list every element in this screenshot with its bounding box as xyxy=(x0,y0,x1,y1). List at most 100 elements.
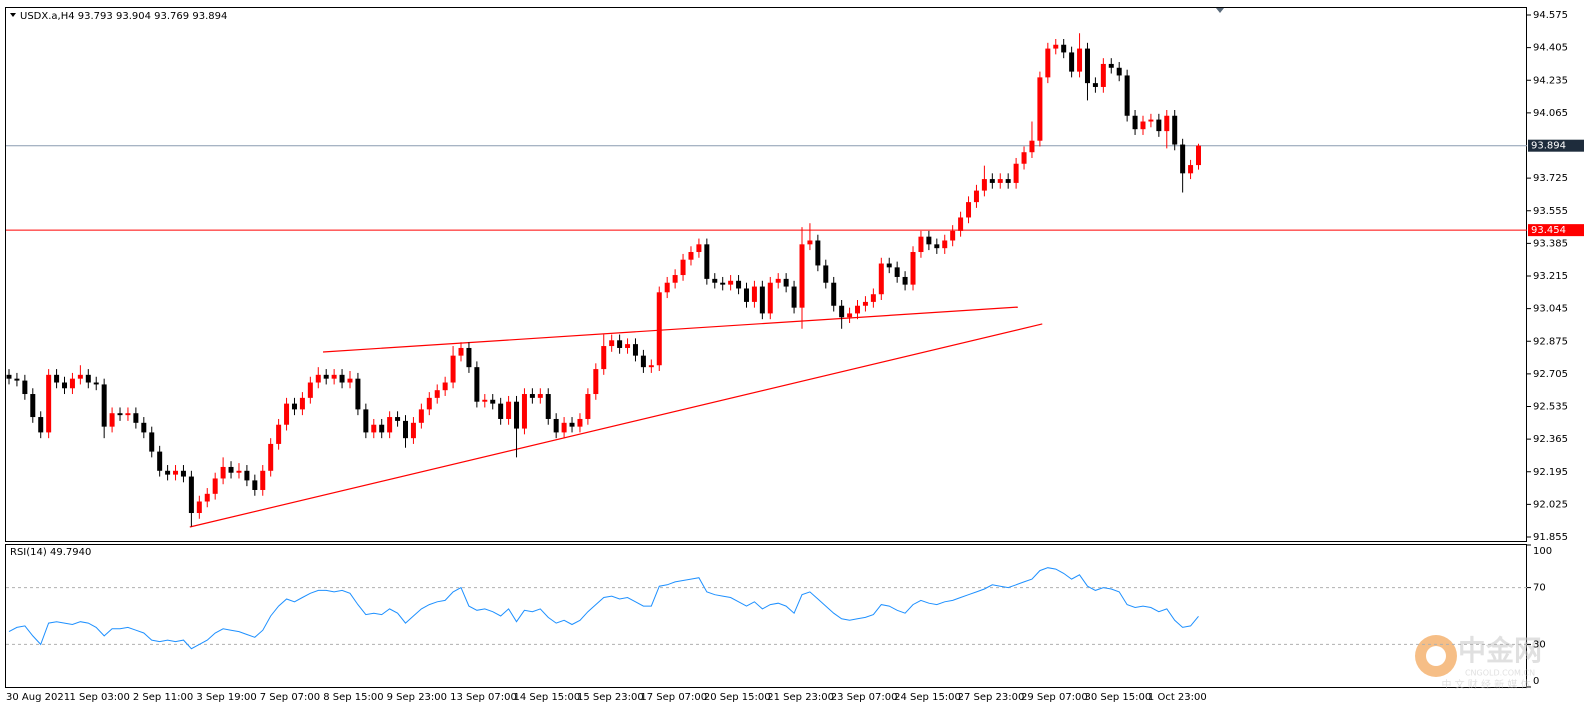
candle-body xyxy=(1140,121,1146,130)
candle-body xyxy=(894,267,900,277)
watermark: 中金网 CNGOLD.COM.CN 中 文 财 经 新 媒 体 xyxy=(1415,634,1542,691)
y-tick-label: 93.045 xyxy=(1533,304,1568,315)
candle-body xyxy=(46,374,52,433)
candle-body xyxy=(173,470,179,475)
x-tick-label: 15 Sep 23:00 xyxy=(577,692,644,703)
y-tick-label: 92.365 xyxy=(1533,434,1568,445)
candle-body xyxy=(220,466,226,479)
candle-body xyxy=(870,294,876,302)
candle-body xyxy=(640,355,646,368)
candle-body xyxy=(410,422,416,439)
candle-body xyxy=(981,179,987,191)
candle-body xyxy=(363,409,369,433)
watermark-brand: 中金网 xyxy=(1458,634,1542,667)
candle-body xyxy=(426,397,432,410)
price-label: 93.894 xyxy=(1531,141,1566,152)
candle-body xyxy=(712,278,718,283)
candle-body xyxy=(474,367,480,402)
candle-body xyxy=(165,470,171,475)
candle-body xyxy=(648,365,654,368)
candle-body xyxy=(609,340,615,347)
candle-body xyxy=(672,275,678,283)
candle-body xyxy=(625,344,631,348)
candle-body xyxy=(403,420,408,439)
candle-body xyxy=(569,422,575,427)
candle-body xyxy=(855,305,861,314)
candle-body xyxy=(339,374,345,383)
y-tick-label: 92.025 xyxy=(1533,499,1568,510)
candle-body xyxy=(736,280,742,289)
rsi-tick-label: 0 xyxy=(1533,676,1539,687)
candle-body xyxy=(521,394,527,429)
candle-body xyxy=(77,374,83,379)
candle-body xyxy=(133,413,139,423)
candle-body xyxy=(38,417,44,433)
candle-body xyxy=(109,413,115,427)
candle-body xyxy=(323,374,329,379)
candle-body xyxy=(371,424,377,433)
trend-line xyxy=(189,323,1043,528)
candle-body xyxy=(537,394,543,398)
candle-body xyxy=(291,403,297,410)
menu-arrow xyxy=(10,13,16,17)
candle-body xyxy=(1021,152,1027,164)
candle-body xyxy=(553,418,559,433)
x-tick-label: 30 Aug 2021 xyxy=(6,692,70,703)
candle-body xyxy=(759,286,765,314)
x-tick-label: 1 Sep 03:00 xyxy=(69,692,129,703)
candle-body xyxy=(720,282,726,285)
candle-body xyxy=(355,378,361,410)
candle-body xyxy=(910,252,916,285)
candle-body xyxy=(1100,63,1106,87)
candle-body xyxy=(482,399,488,402)
candle-body xyxy=(1005,179,1011,183)
candle-body xyxy=(1045,48,1051,78)
candle-body xyxy=(918,236,924,253)
candle-body xyxy=(997,179,1003,183)
candle-body xyxy=(1108,63,1114,68)
candle-body xyxy=(767,282,773,314)
shift-marker xyxy=(1216,8,1224,13)
candle-body xyxy=(831,282,837,306)
candle-body xyxy=(799,244,805,308)
candle-body xyxy=(188,476,194,514)
rsi-value: 49.7940 xyxy=(50,547,91,558)
candle-body xyxy=(506,401,512,419)
watermark-slogan: 中 文 财 经 新 媒 体 xyxy=(1441,678,1530,691)
candle-body xyxy=(696,244,702,253)
candle-body xyxy=(743,288,749,302)
candle-body xyxy=(751,286,757,302)
candle-body xyxy=(236,470,242,473)
candle-body xyxy=(1037,77,1043,141)
candle-body xyxy=(847,313,853,318)
candle-body xyxy=(204,493,210,502)
candle-body xyxy=(490,399,496,404)
candle-body xyxy=(299,397,305,410)
candle-body xyxy=(1116,67,1122,76)
candle-body xyxy=(22,380,28,395)
main-panel xyxy=(5,7,1527,542)
candle-body xyxy=(775,278,781,283)
y-tick-label: 92.195 xyxy=(1533,467,1568,478)
candle-body xyxy=(656,292,662,366)
y-tick-label: 94.065 xyxy=(1533,108,1568,119)
candle-body xyxy=(498,403,504,419)
candle-body xyxy=(1196,145,1201,166)
candle-body xyxy=(117,413,123,416)
high: 93.904 xyxy=(116,11,151,22)
open: 93.793 xyxy=(78,11,113,22)
symbol: USDX.a,H4 xyxy=(20,11,75,22)
candle-body xyxy=(1132,115,1138,130)
x-tick-label: 21 Sep 23:00 xyxy=(767,692,834,703)
x-tick-label: 29 Sep 07:00 xyxy=(1021,692,1088,703)
candle-body xyxy=(141,422,147,433)
candle-body xyxy=(268,443,274,471)
candle-body xyxy=(783,278,789,287)
close: 93.894 xyxy=(192,11,227,22)
price-label-box xyxy=(1528,139,1584,152)
candle-body xyxy=(85,374,91,383)
candle-body xyxy=(1188,165,1194,174)
trend-line xyxy=(322,306,1018,353)
